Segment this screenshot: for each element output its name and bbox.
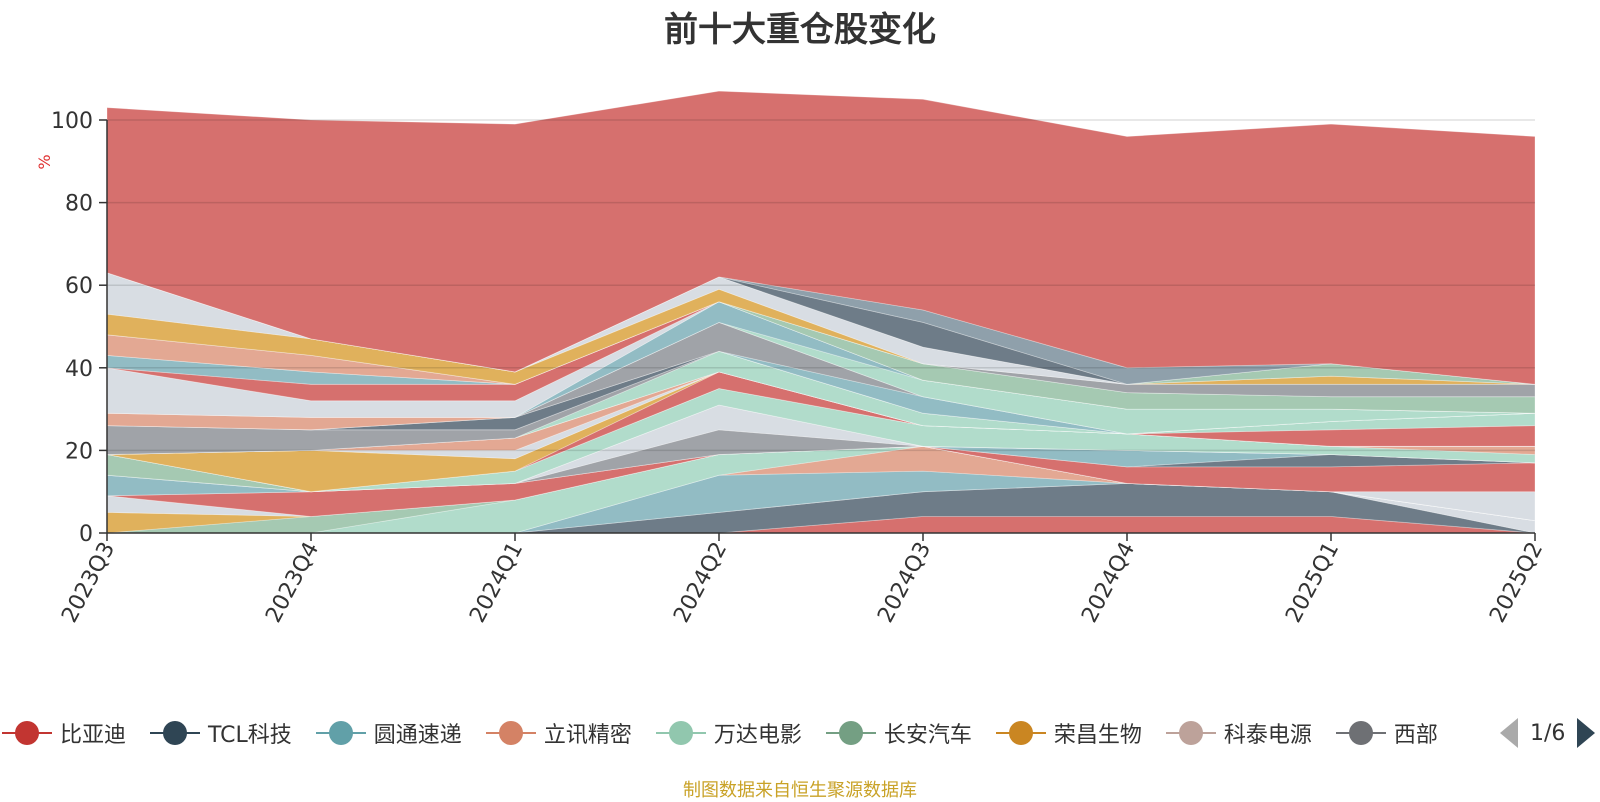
legend-marker-icon — [995, 721, 1046, 745]
area-series-21 — [106, 371, 1535, 455]
legend-label: 西部 — [1393, 723, 1438, 748]
x-tick-label: 2023Q4 — [261, 538, 324, 627]
legend-item[interactable]: 科泰电源 — [1165, 713, 1312, 753]
legend-item[interactable]: 荣昌生物 — [995, 713, 1142, 753]
legend-item[interactable]: 比亚迪 — [2, 713, 126, 753]
grid-lines — [107, 119, 1535, 452]
x-tick-label: 2024Q3 — [873, 538, 936, 627]
legend-next-arrow-icon[interactable] — [1577, 718, 1596, 748]
legend-pager: 1/6 — [1500, 713, 1596, 753]
legend-marker-icon — [150, 721, 201, 745]
legend-label: 圆通速递 — [373, 723, 462, 748]
legend: 比亚迪 TCL科技 圆通速递 立讯精密 万达电影 长安汽车 荣昌生物 科泰电源 西部 — [0, 713, 1478, 753]
x-tick-label: 2024Q2 — [669, 538, 732, 627]
legend-item[interactable]: 圆通速递 — [315, 713, 462, 753]
area-series-38 — [106, 288, 1536, 385]
y-axis-label: % — [35, 154, 54, 169]
area-series-22 — [106, 371, 1535, 455]
legend-page-indicator: 1/6 — [1530, 720, 1566, 746]
legend-marker-icon — [315, 721, 366, 745]
legend-marker-icon — [485, 721, 536, 745]
x-tick-label: 2024Q4 — [1077, 538, 1140, 627]
x-tick-label: 2025Q2 — [1485, 538, 1548, 627]
legend-marker-icon — [1335, 721, 1386, 745]
data-source-note: 制图数据来自恒生聚源数据库 — [683, 780, 917, 801]
legend-label: 长安汽车 — [883, 723, 972, 748]
legend-item[interactable]: 立讯精密 — [485, 713, 632, 753]
legend-label: TCL科技 — [208, 723, 292, 748]
legend-marker-icon — [825, 721, 876, 745]
legend-label: 荣昌生物 — [1053, 723, 1142, 748]
area-series-43 — [106, 90, 1536, 385]
legend-label: 立讯精密 — [543, 723, 632, 748]
y-tick-label: 60 — [65, 274, 93, 299]
y-tick-label: 80 — [65, 192, 93, 217]
y-tick-label: 0 — [79, 522, 93, 547]
legend-marker-icon — [1165, 721, 1216, 745]
legend-prev-arrow-icon[interactable] — [1500, 718, 1518, 748]
x-tick-label: 2023Q3 — [57, 538, 120, 627]
area-series-group — [106, 90, 1536, 534]
y-tick-label: 40 — [65, 357, 93, 382]
legend-item[interactable]: 长安汽车 — [825, 713, 972, 753]
x-tick-label: 2025Q1 — [1281, 538, 1344, 627]
y-tick-label: 20 — [65, 439, 93, 464]
area-series-10 — [106, 445, 1536, 517]
legend-item[interactable]: 万达电影 — [655, 713, 802, 753]
legend-label: 万达电影 — [713, 723, 802, 748]
chart-title: 前十大重仓股变化 — [664, 10, 936, 50]
y-tick-label: 100 — [51, 109, 93, 134]
legend-label: 比亚迪 — [60, 723, 127, 748]
legend-marker-icon — [655, 721, 706, 745]
legend-marker-icon — [2, 721, 52, 745]
legend-label: 科泰电源 — [1223, 723, 1312, 748]
area-series-23 — [106, 371, 1536, 455]
legend-item[interactable]: 西部 — [1335, 713, 1438, 753]
legend-item[interactable]: TCL科技 — [150, 713, 292, 753]
x-tick-label: 2024Q1 — [465, 538, 528, 627]
area-series-20 — [106, 371, 1535, 460]
